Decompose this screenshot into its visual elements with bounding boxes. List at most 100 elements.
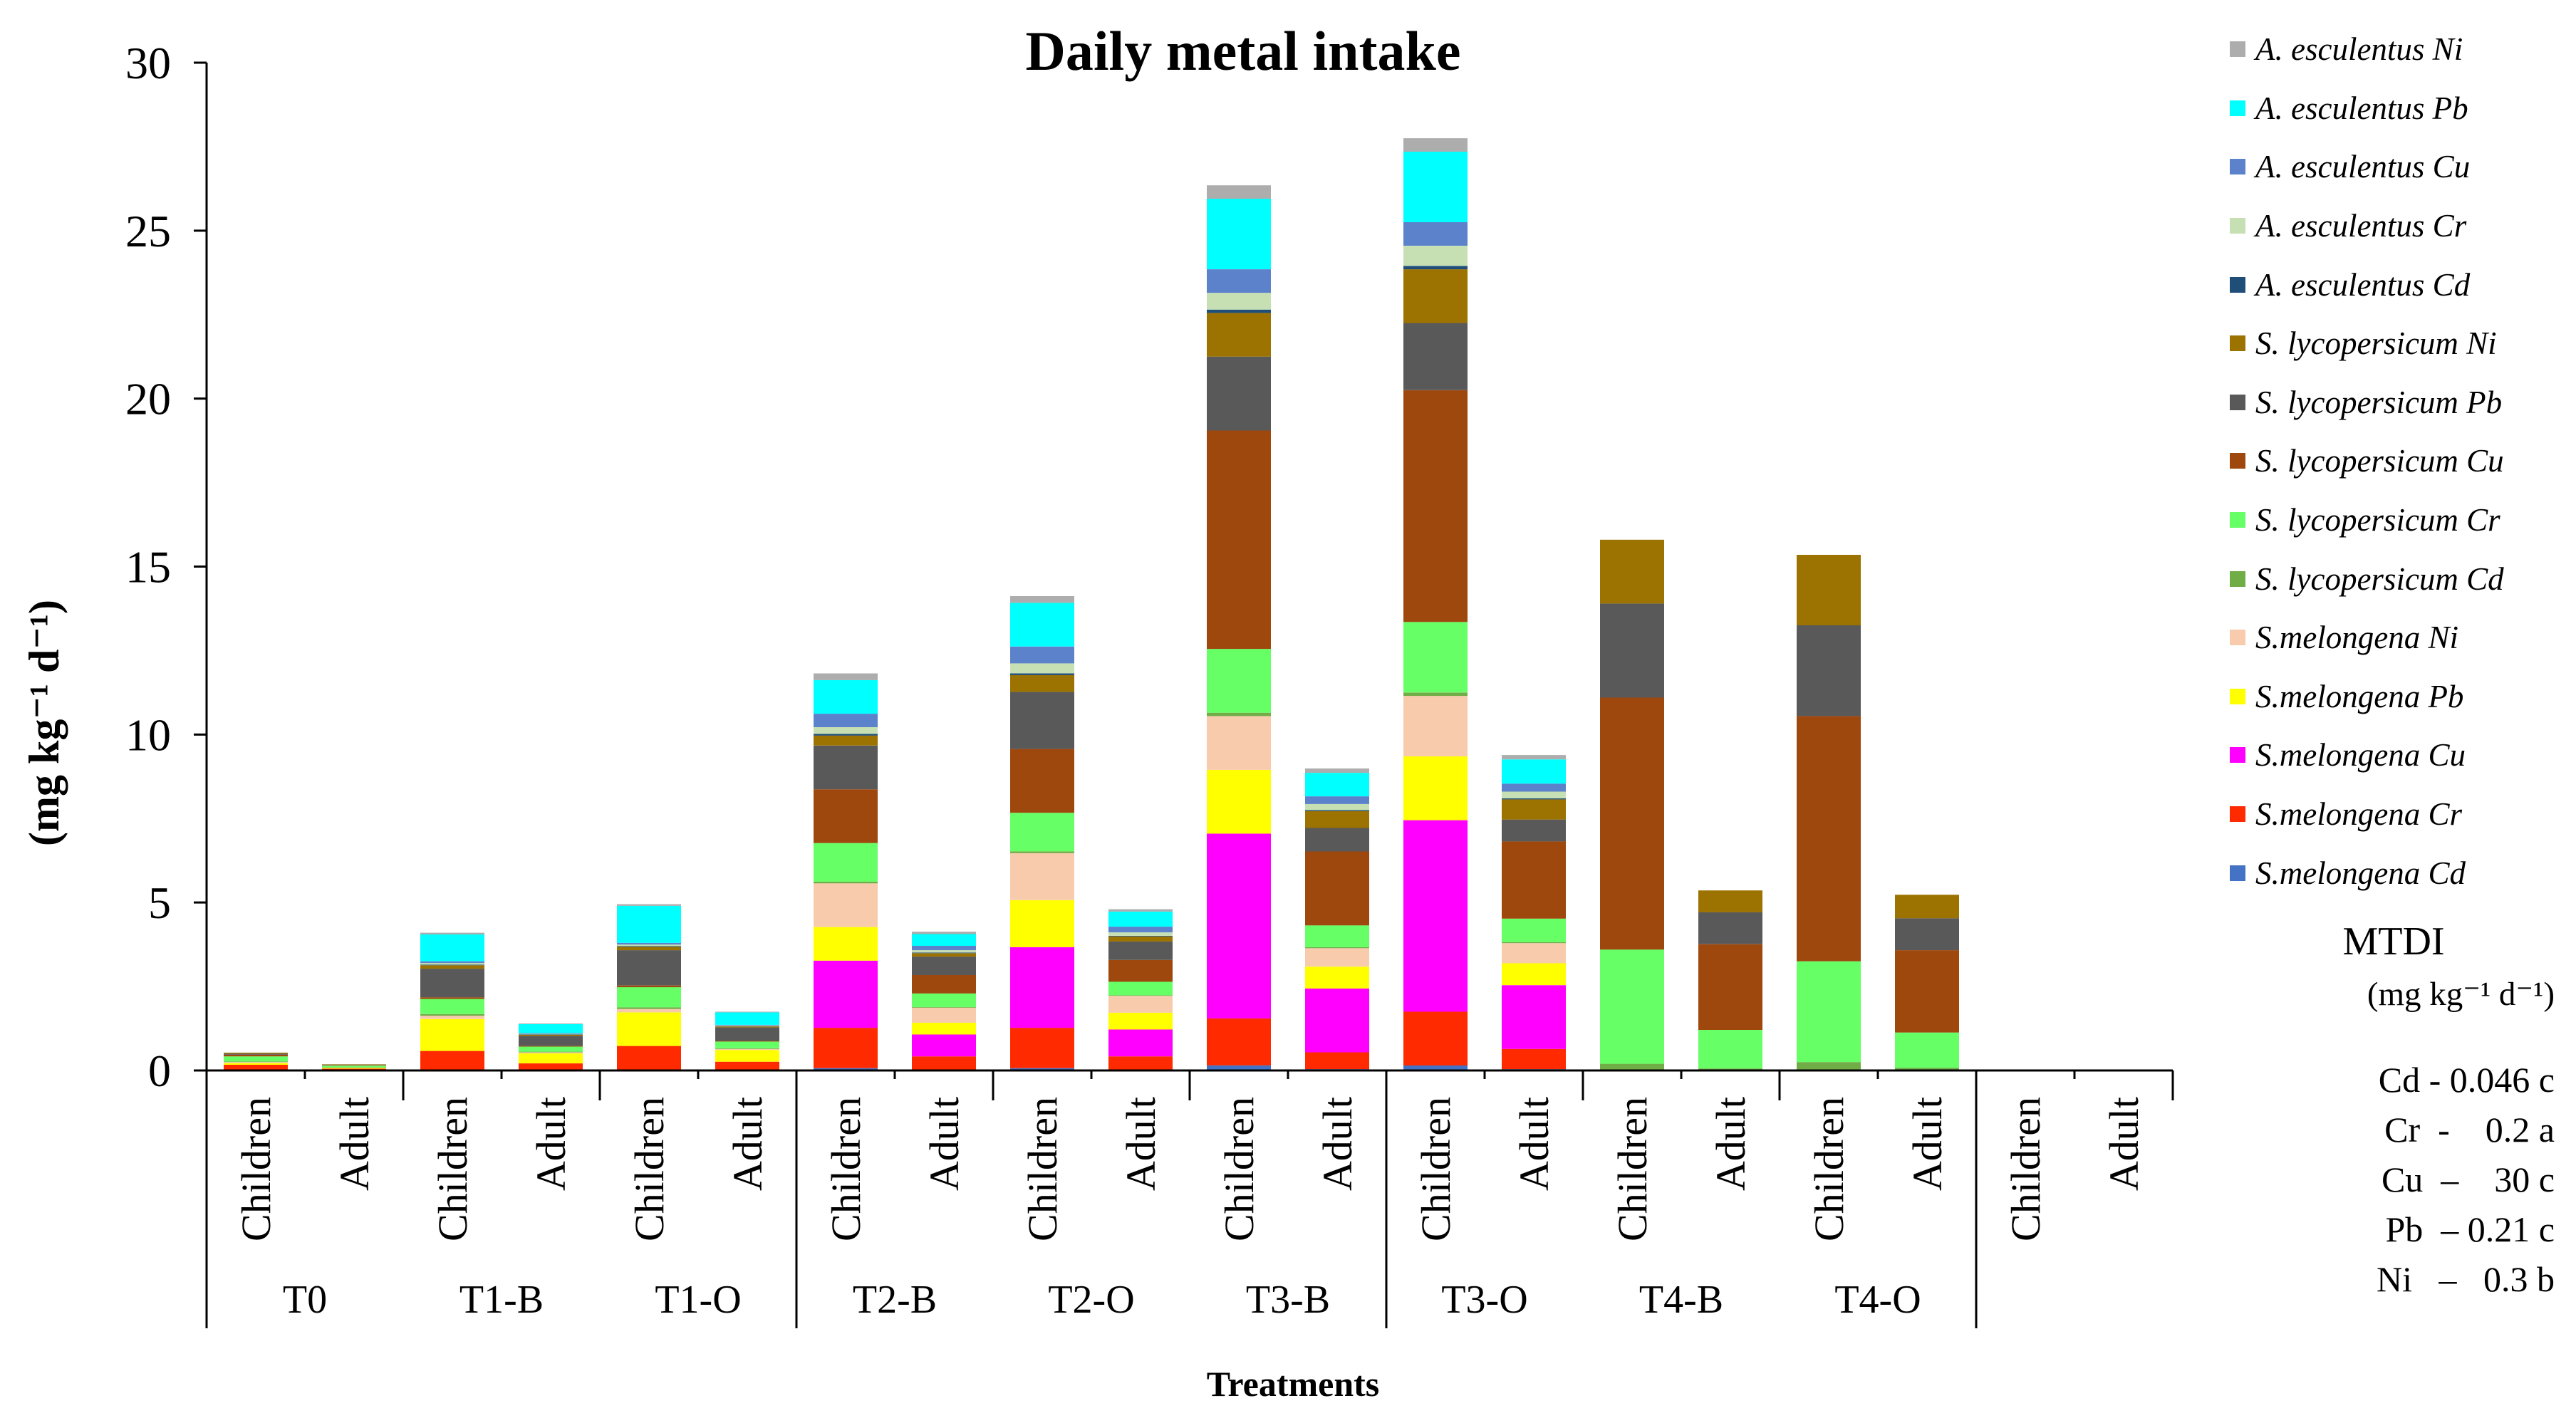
bar-segment-7-3 [912,1023,976,1035]
legend-item-9: S. lycopersicum Cd [2230,549,2572,608]
bar-segment-8-6 [1010,813,1074,852]
y-tick-label-3: 15 [125,542,171,593]
legend-item-13: S.melongena Cr [2230,785,2572,844]
bar-segment-16-9 [1797,555,1861,625]
bar-segment-10-6 [1207,649,1271,713]
treatment-label-1: T1-B [459,1278,544,1322]
bar-segment-11-14 [1305,768,1369,773]
bar-segment-13-13 [1502,759,1566,784]
legend-label-5: S. lycopersicum Ni [2255,325,2497,362]
treatment-label-2: T1-O [655,1278,741,1322]
bar-segment-5-6 [715,1041,779,1048]
bar-segment-10-8 [1207,356,1271,431]
bar-segment-12-6 [1403,622,1468,693]
bar-segment-13-8 [1502,819,1566,842]
legend-item-12: S.melongena Cu [2230,726,2572,785]
bar-segment-8-0 [1010,1068,1074,1070]
bar-segment-2-4 [420,1016,484,1019]
bar-segment-12-0 [1403,1065,1468,1070]
legend-label-0: A. esculentus Ni [2255,31,2463,68]
bar-segment-12-2 [1403,820,1468,1012]
bar-segment-6-0 [814,1068,878,1070]
legend-item-11: S.melongena Pb [2230,667,2572,726]
bar-label-11: Adult [1314,1097,1361,1191]
legend-swatch-0 [2230,41,2245,58]
bar-segment-4-5 [617,1007,681,1009]
legend-item-6: S. lycopersicum Pb [2230,373,2572,432]
bar-segment-12-11 [1403,246,1468,266]
bar-segment-7-2 [912,1034,976,1057]
bar-segment-7-4 [912,1007,976,1023]
bar-label-12: Children [1413,1097,1459,1241]
bar-segment-10-14 [1207,185,1271,199]
bar-segment-9-1 [1108,1056,1173,1070]
bar-segment-5-8 [715,1027,779,1041]
bar-segment-7-7 [912,975,976,994]
bar-label-0: Children [233,1097,279,1241]
axes-layer: 0 5 10 15 20 25 30 Children Adult Children Adult Ch… [125,38,2174,1328]
treatment-label-7: T4-B [1639,1278,1723,1322]
bar-segment-16-7 [1797,716,1861,961]
legend-label-11: S.melongena Pb [2255,678,2464,714]
bar-segment-6-5 [814,881,878,884]
bar-label-18: Children [2003,1097,2049,1241]
mtdi-box: MTDI (mg kg⁻¹ d⁻¹) Cd - 0.046 c Cr - 0.2… [2273,919,2565,1304]
bar-segment-10-5 [1207,712,1271,716]
legend-swatch-11 [2230,688,2245,704]
treatment-label-4: T2-O [1048,1278,1134,1322]
legend-item-7: S. lycopersicum Cu [2230,432,2572,491]
bar-segment-6-6 [814,843,878,882]
bar-segment-13-1 [1502,1048,1566,1070]
bar-segment-16-6 [1797,961,1861,1063]
legend-label-3: A. esculentus Cr [2255,208,2467,244]
bar-segment-7-8 [912,957,976,975]
bar-segment-8-13 [1010,603,1074,647]
bar-segment-13-9 [1502,799,1566,820]
bar-segment-2-10 [420,964,484,966]
bar-segment-14-6 [1600,949,1664,1064]
bar-segment-6-1 [814,1028,878,1068]
legend-label-14: S.melongena Cd [2255,855,2466,891]
bar-segment-11-2 [1305,988,1369,1053]
bar-segment-6-11 [814,727,878,734]
bar-segment-3-9 [519,1035,583,1036]
legend-item-10: S.melongena Ni [2230,608,2572,667]
bar-label-10: Children [1216,1097,1262,1241]
bar-label-14: Children [1609,1097,1656,1241]
bar-segment-17-9 [1895,895,1959,919]
bar-segment-7-13 [912,934,976,946]
bar-segment-1-3 [322,1068,386,1069]
bar-label-13: Adult [1511,1097,1557,1191]
legend-label-7: S. lycopersicum Cu [2255,443,2504,479]
bar-segment-11-1 [1305,1052,1369,1070]
bar-segment-6-8 [814,745,878,790]
legend-item-14: S.melongena Cd [2230,843,2572,902]
bar-segment-6-14 [814,673,878,680]
bar-segment-3-3 [519,1053,583,1063]
bar-segment-6-9 [814,735,878,746]
bar-segment-9-14 [1108,909,1173,912]
bar-segment-13-10 [1502,798,1566,800]
bars-layer [224,138,1959,1071]
bar-segment-13-14 [1502,755,1566,760]
bar-segment-0-7 [224,1054,288,1057]
bar-segment-3-8 [519,1036,583,1046]
bar-segment-0-4 [224,1062,288,1063]
legend-swatch-14 [2230,865,2245,881]
bar-label-19: Adult [2101,1097,2147,1191]
y-axis-label: (mg kg⁻¹ d⁻¹) [21,600,68,846]
bar-segment-15-7 [1698,944,1762,1030]
bar-segment-6-7 [814,789,878,843]
bar-segment-0-6 [224,1056,288,1062]
bar-segment-8-10 [1010,673,1074,675]
bar-segment-10-12 [1207,269,1271,293]
bar-segment-8-3 [1010,900,1074,947]
bar-segment-2-3 [420,1018,484,1051]
bar-segment-17-7 [1895,950,1959,1033]
y-tick-label-1: 5 [148,877,171,928]
bar-segment-11-8 [1305,828,1369,852]
bar-segment-5-1 [715,1061,779,1070]
bar-segment-12-4 [1403,696,1468,756]
bar-segment-9-13 [1108,911,1173,927]
mtdi-row-cr: Cr - 0.2 a [2384,1110,2555,1150]
